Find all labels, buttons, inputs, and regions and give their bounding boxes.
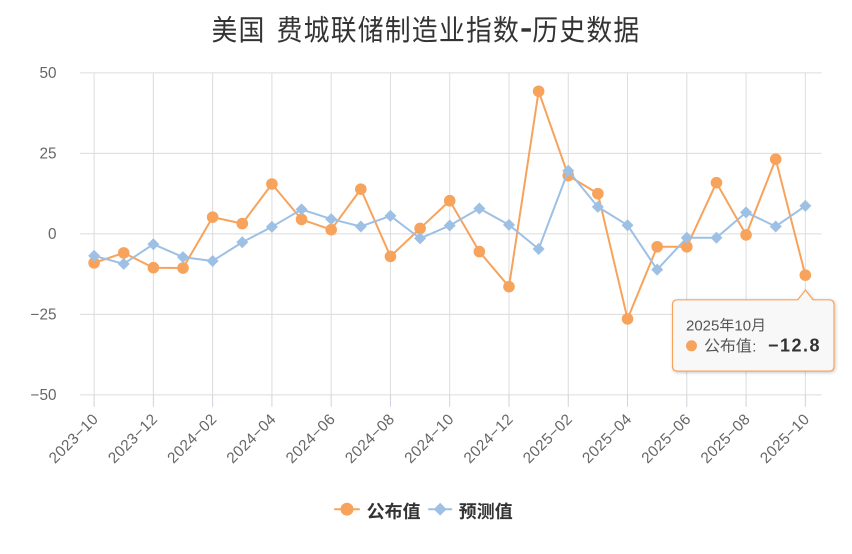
svg-text:−25: −25: [31, 306, 57, 323]
svg-text:10: 10: [734, 317, 751, 334]
svg-text:2025: 2025: [686, 317, 719, 334]
svg-text:25: 25: [39, 145, 56, 162]
svg-text::: :: [752, 339, 756, 356]
svg-text:−50: −50: [31, 387, 57, 404]
svg-text:0: 0: [48, 226, 57, 243]
svg-text:−12.8: −12.8: [768, 336, 821, 356]
svg-text:50: 50: [39, 65, 56, 82]
